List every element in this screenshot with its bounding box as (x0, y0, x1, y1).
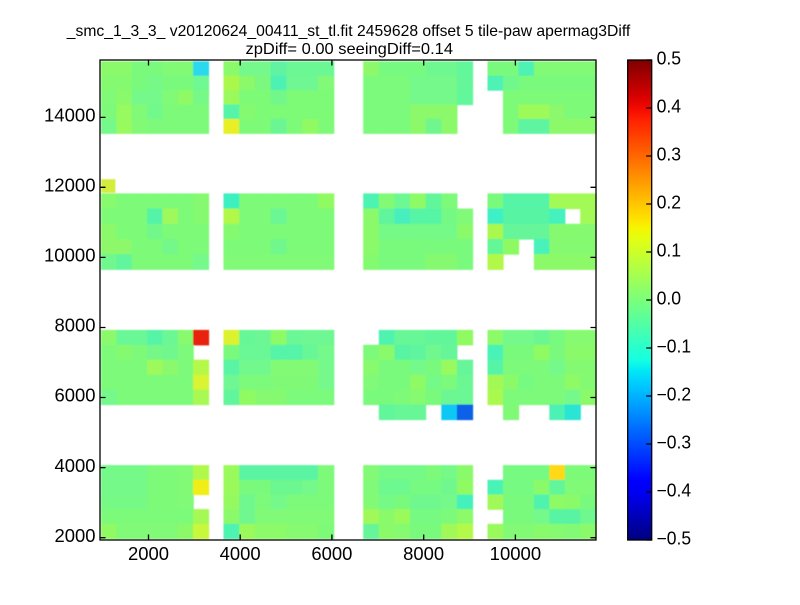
svg-text:4000: 4000 (220, 544, 261, 564)
svg-text:0.5: 0.5 (657, 49, 682, 69)
svg-text:−0.4: −0.4 (657, 481, 692, 501)
svg-text:10000: 10000 (44, 246, 96, 266)
svg-text:4000: 4000 (55, 456, 96, 476)
svg-text:6000: 6000 (311, 544, 352, 564)
svg-text:8000: 8000 (403, 544, 444, 564)
svg-text:−0.3: −0.3 (657, 433, 692, 453)
svg-text:2000: 2000 (55, 526, 96, 546)
svg-text:12000: 12000 (44, 176, 96, 196)
svg-text:0.2: 0.2 (657, 193, 682, 213)
svg-text:0.0: 0.0 (657, 289, 682, 309)
svg-text:_smc_1_3_3_ v20120624_00411_st: _smc_1_3_3_ v20120624_00411_st_tl.fit 24… (66, 23, 631, 40)
svg-text:2000: 2000 (128, 544, 169, 564)
svg-text:6000: 6000 (55, 386, 96, 406)
svg-text:8000: 8000 (55, 316, 96, 336)
svg-text:zpDiff= 0.00 seeingDiff=0.14: zpDiff= 0.00 seeingDiff=0.14 (246, 41, 454, 58)
svg-text:−0.2: −0.2 (657, 385, 692, 405)
svg-text:0.4: 0.4 (657, 97, 682, 117)
svg-text:0.1: 0.1 (657, 241, 682, 261)
svg-text:14000: 14000 (44, 106, 96, 126)
svg-text:−0.1: −0.1 (657, 337, 692, 357)
svg-text:0.3: 0.3 (657, 145, 682, 165)
svg-text:10000: 10000 (490, 544, 542, 564)
svg-text:−0.5: −0.5 (657, 529, 692, 549)
